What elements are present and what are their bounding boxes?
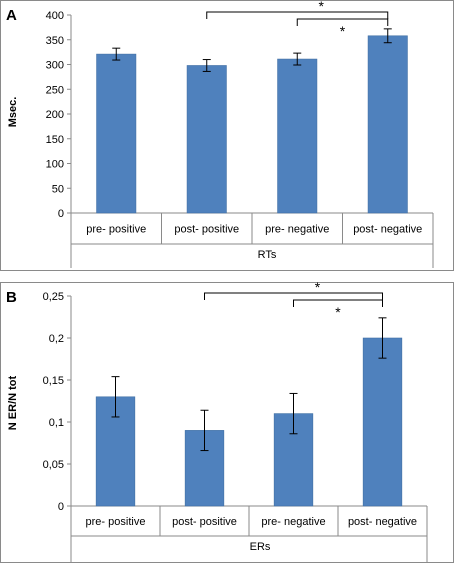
panel-a-bar — [367, 35, 408, 214]
panel-b-label: B — [6, 289, 17, 306]
panel-a-label: A — [6, 7, 17, 24]
panel-b-x-axis-label: ERs — [250, 541, 271, 553]
panel-b-y-tick-label: 0,25 — [43, 291, 64, 303]
panel-a-y-tick-label: 0 — [58, 208, 64, 220]
panel-a-bar — [186, 65, 227, 214]
panel-a-significance-star: * — [340, 23, 346, 39]
panel-a-bar — [277, 58, 318, 214]
panel-a-y-tick-label: 50 — [52, 183, 64, 195]
panel-b-y-tick-label: 0,2 — [49, 333, 64, 345]
panel-a: A Msec. RTs 0 50 100 150 200 250 300 350 400 pre-… — [0, 0, 454, 271]
panel-b-y-tick-label: 0 — [58, 501, 64, 513]
panel-b-significance-star: * — [335, 304, 341, 320]
panel-b-significance-bracket — [204, 292, 383, 300]
panel-a-category-label: post- positive — [174, 224, 239, 236]
panel-b-y-axis-label: N ER/N tot — [7, 375, 19, 430]
panel-a-y-axis-label: Msec. — [7, 97, 19, 128]
panel-b-category-label: pre- negative — [261, 516, 325, 528]
panel-a-y-tick-label: 100 — [46, 159, 64, 171]
panel-b-significance-bracket — [293, 299, 383, 307]
panel-a-significance-bracket — [206, 11, 389, 19]
panel-b-bar — [362, 337, 403, 507]
panel-a-significance-bracket — [296, 18, 389, 26]
panel-b-category-label: post- positive — [172, 516, 237, 528]
panel-a-y-tick-label: 300 — [46, 60, 64, 72]
panel-a-bar — [96, 53, 137, 214]
panel-a-category-label: post- negative — [353, 224, 422, 236]
panel-b-category-label: post- negative — [348, 516, 417, 528]
panel-a-y-tick-label: 200 — [46, 109, 64, 121]
panel-a-category-label: pre- negative — [265, 224, 329, 236]
panel-a-category-label: pre- positive — [86, 224, 146, 236]
panel-b-category-label: pre- positive — [86, 516, 146, 528]
panel-b-y-tick-label: 0,15 — [43, 375, 64, 387]
panel-a-y-tick-label: 350 — [46, 35, 64, 47]
panel-b-y-tick-label: 0,1 — [49, 417, 64, 429]
panel-a-y-tick-label: 250 — [46, 84, 64, 96]
panel-a-x-axis-label: RTs — [258, 249, 277, 261]
panel-a-significance-star: * — [319, 0, 325, 14]
panel-a-y-tick-label: 400 — [46, 10, 64, 22]
panel-b: B N ER/N tot ERs 0 0,05 0,1 0,15 0,2 0,25 pre-… — [0, 279, 454, 563]
panel-a-y-tick-label: 150 — [46, 134, 64, 146]
panel-b-significance-star: * — [315, 279, 321, 295]
panel-b-y-tick-label: 0,05 — [43, 459, 64, 471]
